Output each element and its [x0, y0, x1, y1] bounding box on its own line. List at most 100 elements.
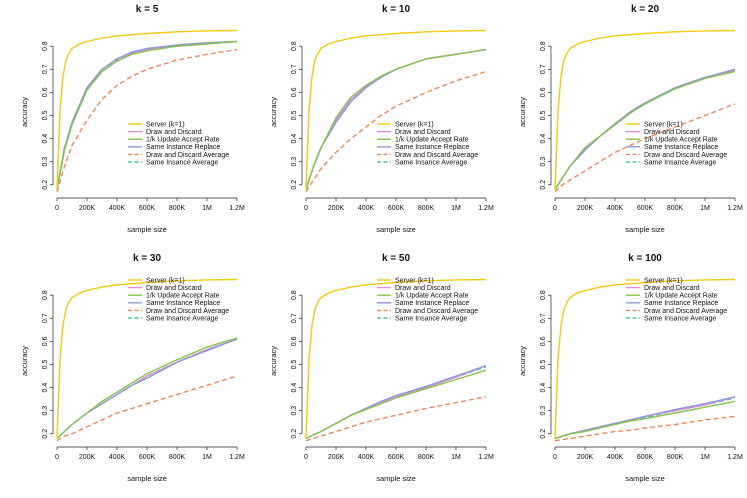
- y-tick-label: 0.5: [42, 359, 49, 369]
- legend-label: Draw and Discard: [644, 129, 700, 136]
- x-tick-label: 1M: [202, 205, 212, 212]
- legend-label: 1/k Update Accept Rate: [395, 137, 469, 144]
- x-tick-label: 1M: [700, 205, 710, 212]
- y-tick-label: 0.4: [42, 134, 49, 144]
- legend-label: Draw and Discard: [146, 129, 202, 136]
- x-tick-label: 200K: [328, 205, 345, 212]
- series-line: [56, 40, 238, 190]
- x-tick-label: 0: [55, 205, 59, 212]
- x-axis-label: sample size: [127, 474, 167, 483]
- x-tick-label: 600K: [388, 205, 405, 212]
- legend-label: Same Instance Replace: [146, 300, 220, 307]
- x-tick-label: 400K: [109, 205, 126, 212]
- legend-label: Server (k=1): [146, 121, 185, 128]
- y-tick-label: 0.5: [291, 110, 298, 120]
- legend-label: Same Insance Average: [146, 159, 218, 166]
- y-tick-label: 0.4: [540, 134, 547, 144]
- y-tick-label: 0.6: [540, 336, 547, 346]
- x-tick-label: 400K: [358, 454, 375, 461]
- y-axis-label: accuracy: [518, 346, 527, 376]
- x-tick-label: 600K: [637, 454, 654, 461]
- y-tick-label: 0.8: [42, 41, 49, 51]
- chart-panel: k = 100 0.2 0.3 0.4 0.5 0.6 0.7 0.8 0 200K 400K 600…: [498, 249, 747, 498]
- chart-title: k = 20: [631, 4, 660, 15]
- x-axis-label: sample size: [376, 225, 416, 234]
- x-axis-label: sample size: [376, 474, 416, 483]
- series-line: [554, 278, 736, 439]
- y-axis-label: accuracy: [518, 97, 527, 127]
- x-tick-label: 400K: [109, 454, 126, 461]
- chart-svg: k = 50 0.2 0.3 0.4 0.5 0.6 0.7 0.8 0 200K 400K 600K…: [269, 253, 494, 483]
- series-line: [56, 338, 238, 439]
- x-tick-label: 800K: [667, 205, 684, 212]
- x-tick-label: 1.2M: [478, 205, 494, 212]
- chart-svg: k = 5 0.2 0.3 0.4 0.5 0.6 0.7 0.8 0 200K 400K 600K 8…: [20, 4, 245, 234]
- series-line: [305, 48, 487, 190]
- legend-label: Draw and Discard: [395, 285, 451, 292]
- chart-svg: k = 100 0.2 0.3 0.4 0.5 0.6 0.7 0.8 0 200K 400K 600…: [518, 253, 743, 483]
- series-line: [56, 278, 238, 439]
- legend-label: 1/k Update Accept Rate: [644, 293, 718, 300]
- x-tick-label: 1.2M: [727, 205, 743, 212]
- x-tick-label: 600K: [637, 205, 654, 212]
- y-tick-label: 0.2: [291, 429, 298, 439]
- legend-label: Server (k=1): [644, 277, 683, 284]
- x-tick-label: 200K: [79, 454, 96, 461]
- legend-label: Draw and Discard: [644, 285, 700, 292]
- y-tick-label: 0.6: [291, 87, 298, 97]
- x-tick-label: 800K: [169, 454, 186, 461]
- chart-title: k = 30: [133, 253, 162, 264]
- legend-label: Same Insance Average: [146, 315, 218, 322]
- legend-label: Draw and Discard Average: [644, 152, 727, 159]
- legend-label: Same Instance Replace: [644, 144, 718, 151]
- legend-label: Same Insance Average: [644, 315, 716, 322]
- y-tick-label: 0.3: [42, 157, 49, 167]
- x-tick-label: 600K: [139, 205, 156, 212]
- legend-label: Draw and Discard Average: [644, 308, 727, 315]
- chart-svg: k = 30 0.2 0.3 0.4 0.5 0.6 0.7 0.8 0 200K 400K 600K…: [20, 253, 245, 483]
- x-tick-label: 600K: [388, 454, 405, 461]
- series-line: [554, 415, 736, 442]
- series-line: [305, 48, 487, 190]
- legend-label: Server (k=1): [644, 121, 683, 128]
- x-axis-label: sample size: [625, 474, 665, 483]
- x-tick-label: 0: [553, 454, 557, 461]
- chart-panel: k = 5 0.2 0.3 0.4 0.5 0.6 0.7 0.8 0 200K 400K 600K 8…: [0, 0, 249, 249]
- legend-label: Draw and Discard Average: [146, 152, 229, 159]
- y-tick-label: 0.2: [540, 429, 547, 439]
- legend-label: 1/k Update Accept Rate: [146, 137, 220, 144]
- y-axis-label: accuracy: [269, 97, 278, 127]
- x-tick-label: 1M: [202, 454, 212, 461]
- series-line: [56, 338, 238, 439]
- legend-label: Same Insance Average: [395, 315, 467, 322]
- y-tick-label: 0.5: [291, 359, 298, 369]
- series-line: [305, 29, 487, 190]
- y-tick-label: 0.7: [291, 64, 298, 74]
- chart-title: k = 10: [382, 4, 411, 15]
- series-line: [305, 48, 487, 190]
- series-line: [305, 278, 487, 439]
- legend-label: Draw and Discard: [146, 285, 202, 292]
- series-line: [56, 375, 238, 442]
- series-line: [56, 337, 238, 439]
- y-tick-label: 0.2: [42, 429, 49, 439]
- legend-label: Draw and Discard: [395, 129, 451, 136]
- x-axis-label: sample size: [625, 225, 665, 234]
- legend-label: Same Insance Average: [644, 159, 716, 166]
- series-line: [305, 70, 487, 193]
- y-axis-label: accuracy: [20, 346, 29, 376]
- series-line: [554, 400, 736, 440]
- series-line: [305, 366, 487, 440]
- x-tick-label: 1.2M: [229, 205, 245, 212]
- series-line: [56, 48, 238, 192]
- x-tick-label: 0: [55, 454, 59, 461]
- series-line: [305, 364, 487, 440]
- chart-svg: k = 10 0.2 0.3 0.4 0.5 0.6 0.7 0.8 0 200K 400K 600K…: [269, 4, 494, 234]
- series-line: [305, 48, 487, 190]
- y-tick-label: 0.4: [42, 383, 49, 393]
- y-tick-label: 0.7: [42, 64, 49, 74]
- y-tick-label: 0.7: [540, 313, 547, 323]
- legend-label: Server (k=1): [395, 121, 434, 128]
